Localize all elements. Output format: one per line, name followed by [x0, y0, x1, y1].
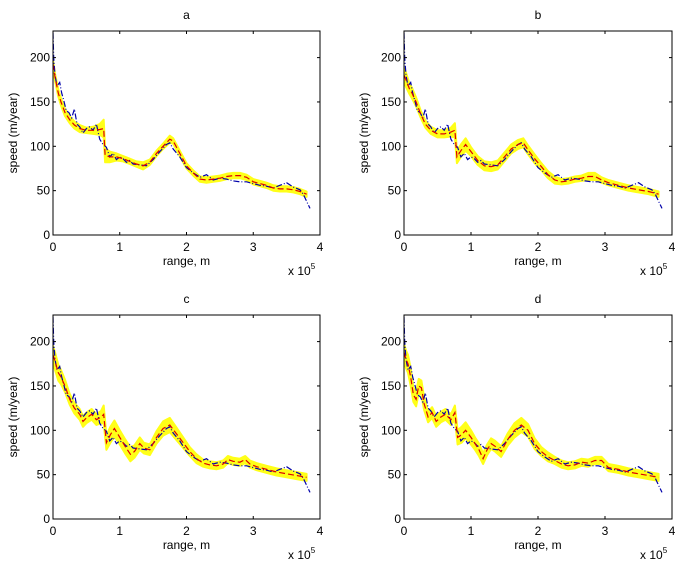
x-scale-multiplier: x 105	[288, 262, 316, 278]
y-tick-label: 150	[30, 379, 50, 393]
x-tick-label: 3	[602, 240, 609, 254]
y-tick-label: 200	[381, 51, 401, 65]
y-axis-label: speed (m/year)	[6, 377, 20, 458]
y-axis-label: speed (m/year)	[6, 93, 20, 174]
x-tick-label: 0	[401, 240, 408, 254]
x-scale-multiplier: x 105	[640, 546, 668, 561]
y-tick-label: 0	[394, 228, 401, 242]
y-tick-label: 200	[30, 335, 50, 349]
x-scale-multiplier: x 105	[640, 262, 668, 278]
x-scale-exponent: 5	[311, 546, 316, 555]
observed-series-line	[53, 32, 311, 209]
y-axis-label: speed (m/year)	[357, 93, 371, 174]
y-tick-label: 0	[43, 512, 50, 526]
uncertainty-band	[404, 67, 660, 198]
x-tick-label: 3	[602, 524, 609, 538]
x-tick-label: 3	[250, 524, 257, 538]
observed-series-line	[404, 32, 663, 209]
y-tick-label: 0	[43, 228, 50, 242]
x-tick-label: 4	[669, 240, 676, 254]
y-tick-label: 150	[30, 95, 50, 109]
x-axis-label: range, m	[514, 254, 561, 268]
panel-title: d	[535, 292, 542, 306]
plot-area	[404, 316, 663, 493]
x-tick-label: 1	[116, 240, 123, 254]
x-tick-label: 4	[317, 240, 324, 254]
x-tick-label: 0	[401, 524, 408, 538]
uncertainty-band	[404, 342, 660, 482]
model-series-line	[53, 63, 307, 195]
y-tick-label: 150	[381, 95, 401, 109]
x-tick-label: 1	[468, 240, 475, 254]
y-tick-label: 100	[30, 139, 50, 153]
x-tick-label: 2	[535, 524, 542, 538]
x-scale-exponent: 5	[663, 546, 668, 555]
panel-title: b	[535, 8, 542, 22]
model-series-line	[404, 75, 659, 195]
panel-title: a	[183, 8, 190, 22]
plot-area	[53, 316, 311, 493]
x-tick-label: 2	[183, 524, 190, 538]
x-axis-label: range, m	[163, 254, 210, 268]
y-tick-label: 50	[37, 184, 51, 198]
y-tick-label: 200	[381, 335, 401, 349]
uncertainty-band	[53, 345, 308, 482]
panel-d: 0 1 2 3 4 0 50 100 150 200 d range, m speed (m/year)…	[357, 292, 676, 561]
x-tick-label: 3	[250, 240, 257, 254]
x-tick-label: 1	[116, 524, 123, 538]
y-tick-label: 100	[381, 423, 401, 437]
x-scale-base: x 10	[640, 264, 663, 278]
x-axis-label: range, m	[163, 538, 210, 552]
x-tick-label: 0	[50, 524, 57, 538]
y-tick-label: 50	[37, 468, 51, 482]
panel-title: c	[184, 292, 190, 306]
y-tick-label: 0	[394, 512, 401, 526]
y-tick-label: 200	[30, 51, 50, 65]
x-tick-label: 4	[669, 524, 676, 538]
y-tick-label: 50	[388, 468, 402, 482]
panel-a: 0 1 2 3 4 0 50 100 150 200 a range, m speed (m/year)…	[6, 8, 324, 278]
x-tick-label: 2	[183, 240, 190, 254]
y-tick-label: 50	[388, 184, 402, 198]
model-series-line	[404, 352, 659, 478]
x-scale-multiplier: x 105	[288, 546, 316, 561]
x-scale-base: x 10	[640, 548, 663, 561]
y-tick-label: 100	[30, 423, 50, 437]
panel-b: 0 1 2 3 4 0 50 100 150 200 b range, m speed (m/year)…	[357, 8, 676, 278]
y-tick-label: 150	[381, 379, 401, 393]
x-axis-label: range, m	[514, 538, 561, 552]
x-scale-exponent: 5	[663, 262, 668, 271]
x-scale-base: x 10	[288, 264, 311, 278]
x-scale-base: x 10	[288, 548, 311, 561]
x-tick-label: 4	[317, 524, 324, 538]
observed-series-line	[404, 316, 663, 493]
y-tick-label: 100	[381, 139, 401, 153]
x-tick-label: 2	[535, 240, 542, 254]
panel-c: 0 1 2 3 4 0 50 100 150 200 c range, m speed (m/year)…	[6, 292, 324, 561]
x-tick-label: 0	[50, 240, 57, 254]
x-scale-exponent: 5	[311, 262, 316, 271]
plot-area	[404, 32, 663, 209]
x-tick-label: 1	[468, 524, 475, 538]
model-series-line	[53, 354, 307, 478]
plot-area	[53, 32, 311, 209]
y-axis-label: speed (m/year)	[357, 377, 371, 458]
